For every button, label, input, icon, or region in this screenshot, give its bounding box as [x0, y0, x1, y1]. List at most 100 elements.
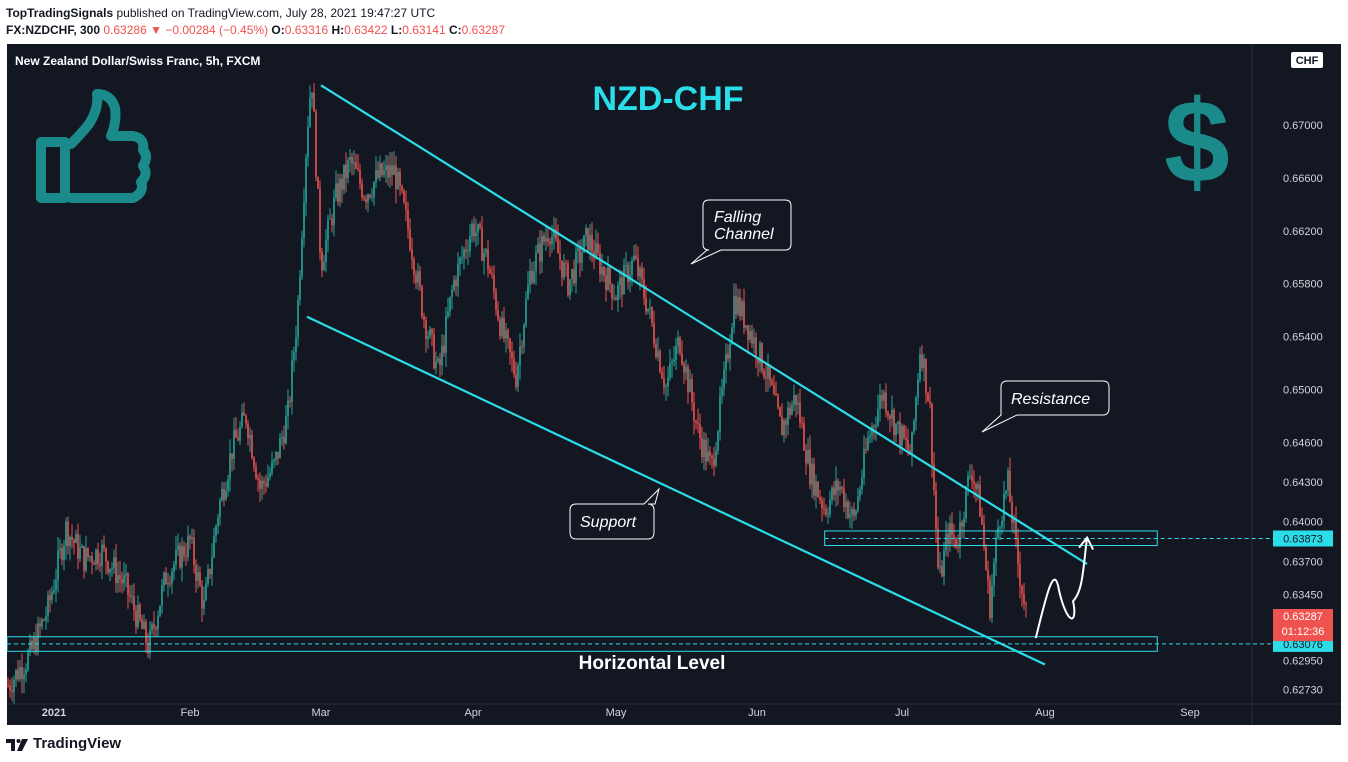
- level-label-upper: 0.63873: [1273, 530, 1333, 547]
- candle-body: [175, 549, 177, 565]
- candle-body: [955, 537, 957, 547]
- candle-body: [555, 229, 557, 239]
- candle-body: [479, 224, 481, 228]
- candle-body: [623, 265, 625, 295]
- candle-body: [949, 523, 951, 545]
- candle-body: [735, 295, 737, 315]
- candle-body: [931, 403, 933, 464]
- price-tick: 0.63450: [1283, 589, 1323, 601]
- candle-body: [159, 605, 161, 617]
- candle-body: [327, 219, 329, 240]
- candle-body: [519, 346, 521, 366]
- candle-body: [687, 366, 689, 393]
- chart-area[interactable]: New Zealand Dollar/Swiss Franc, 5h, FXCM…: [6, 44, 1341, 725]
- candle-body: [179, 545, 181, 568]
- candle-body: [789, 407, 791, 415]
- tradingview-logo-icon[interactable]: [6, 737, 28, 753]
- candle-body: [277, 451, 279, 459]
- price-tick: 0.67000: [1283, 120, 1323, 132]
- falling-channel: [306, 84, 1088, 666]
- price-tick: 0.65000: [1283, 384, 1323, 396]
- candle-body: [597, 243, 599, 253]
- support-text: Support: [580, 514, 637, 531]
- candle-body: [349, 157, 351, 161]
- candle-body: [125, 573, 127, 576]
- candle-body: [817, 481, 819, 498]
- candle-body: [433, 334, 435, 369]
- candle-body: [749, 330, 751, 340]
- candle-body: [137, 604, 139, 627]
- candle-body: [361, 183, 363, 198]
- candle-body: [131, 596, 133, 598]
- candle-body: [825, 509, 827, 515]
- candle-body: [771, 380, 773, 385]
- price-axis[interactable]: 0.67000 0.66600 0.66200 0.65800 0.65400 0.650…: [1283, 120, 1323, 697]
- candle-body: [261, 480, 263, 489]
- candle-body: [595, 243, 597, 259]
- candle-body: [855, 510, 857, 516]
- candle-body: [417, 271, 419, 283]
- candle-body: [783, 420, 785, 436]
- candle-body: [73, 539, 75, 543]
- publisher-name[interactable]: TopTradingSignals: [6, 6, 114, 20]
- candle-body: [699, 424, 701, 439]
- tradingview-brand[interactable]: TradingView: [33, 735, 122, 752]
- candle-body: [619, 277, 621, 286]
- candle-body: [401, 185, 403, 191]
- candle-body: [913, 420, 915, 432]
- candle-body: [203, 600, 205, 609]
- candle-body: [187, 535, 189, 558]
- candle-body: [705, 439, 707, 462]
- candle-body: [675, 346, 677, 360]
- candle-body: [97, 549, 99, 564]
- candle-body: [39, 623, 41, 627]
- candle-body: [439, 358, 441, 366]
- candle-body: [211, 557, 213, 575]
- candle-body: [627, 265, 629, 282]
- candle-body: [367, 194, 369, 203]
- candle-body: [11, 690, 13, 693]
- candle-body: [935, 490, 937, 529]
- candle-body: [357, 168, 359, 170]
- candle-body: [269, 473, 271, 478]
- falling-channel-text-1: Falling: [714, 209, 761, 226]
- candle-body: [309, 97, 311, 127]
- candle-body: [905, 437, 907, 441]
- candle-body: [533, 271, 535, 283]
- candle-body: [111, 567, 113, 569]
- falling-channel-callout: Falling Channel: [690, 199, 792, 265]
- candle-body: [755, 337, 757, 358]
- candle-body: [183, 546, 185, 557]
- candle-body: [141, 619, 143, 629]
- time-axis[interactable]: 2021 Feb Mar Apr May Jun Jul Aug Sep: [42, 707, 1200, 719]
- chart-title: NZD-CHF: [592, 80, 743, 118]
- down-arrow-icon: ▼: [150, 23, 162, 37]
- candle-body: [683, 364, 685, 373]
- candle-body: [163, 572, 165, 586]
- price-tick: 0.65800: [1283, 279, 1323, 291]
- candle-body: [561, 260, 563, 278]
- candle-body: [843, 488, 845, 508]
- chart-svg[interactable]: New Zealand Dollar/Swiss Franc, 5h, FXCM…: [6, 44, 1341, 725]
- candle-body: [321, 251, 323, 271]
- currency-badge[interactable]: [1291, 52, 1323, 68]
- candle-body: [61, 548, 63, 561]
- candle-body: [113, 557, 115, 568]
- candle-body: [429, 329, 431, 337]
- candle-body: [521, 346, 523, 348]
- candle-body: [1001, 521, 1003, 527]
- candle-body: [581, 252, 583, 263]
- candle-body: [455, 279, 457, 287]
- candle-body: [373, 182, 375, 197]
- candle-body: [553, 229, 555, 237]
- candle-body: [781, 416, 783, 436]
- candle-body: [717, 431, 719, 452]
- candle-body: [245, 415, 247, 424]
- candle-body: [1011, 502, 1013, 523]
- candle-body: [129, 594, 131, 597]
- candle-body: [625, 265, 627, 267]
- candle-body: [151, 624, 153, 631]
- candle-body: [467, 250, 469, 252]
- candle-body: [365, 198, 367, 203]
- candle-body: [107, 561, 109, 573]
